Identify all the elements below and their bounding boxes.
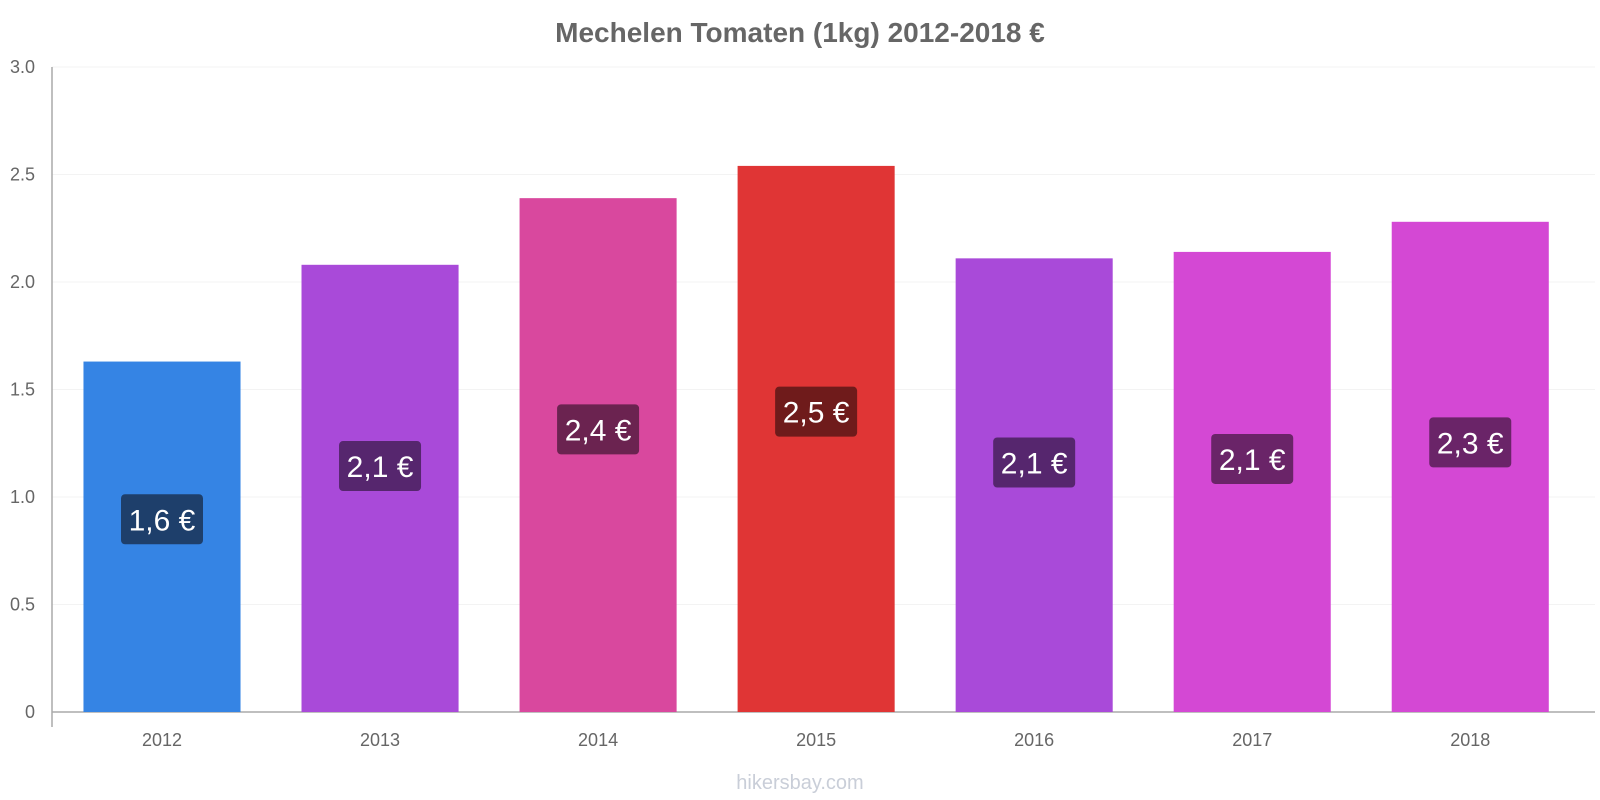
data-label: 2,1 € bbox=[347, 451, 414, 484]
data-label: 2,1 € bbox=[1001, 447, 1068, 480]
y-tick-label: 2.5 bbox=[10, 165, 35, 185]
data-label-box bbox=[993, 437, 1076, 488]
y-tick-label: 0.5 bbox=[10, 595, 35, 615]
y-tick-label: 1.0 bbox=[10, 487, 35, 507]
data-label-box bbox=[557, 404, 640, 455]
data-labels: 1,6 € 2,1 € 2,4 € 2,5 € 2,1 € 2,1 € 2,3 € bbox=[121, 386, 1512, 545]
data-label-box bbox=[1211, 433, 1294, 484]
source-credit: hikersbay.com bbox=[736, 772, 863, 794]
y-tick-label: 1.5 bbox=[10, 380, 35, 400]
data-label: 1,6 € bbox=[129, 504, 196, 537]
x-tick-label: 2017 bbox=[1232, 730, 1272, 750]
data-label: 2,4 € bbox=[565, 414, 632, 447]
data-label-box bbox=[1429, 417, 1512, 468]
data-label-box bbox=[339, 441, 422, 492]
x-tick-label: 2015 bbox=[796, 730, 836, 750]
bars bbox=[83, 165, 1549, 713]
y-tick-label: 2.0 bbox=[10, 272, 35, 292]
x-tick-label: 2012 bbox=[142, 730, 182, 750]
bar-2014 bbox=[519, 198, 677, 712]
chart-title: Mechelen Tomaten (1kg) 2012-2018 € bbox=[555, 17, 1045, 48]
data-label: 2,3 € bbox=[1437, 427, 1504, 460]
data-label-box bbox=[775, 386, 858, 437]
x-tick-label: 2014 bbox=[578, 730, 618, 750]
y-tick-label: 0 bbox=[25, 702, 35, 722]
data-label: 2,5 € bbox=[783, 397, 850, 430]
x-tick-label: 2018 bbox=[1450, 730, 1490, 750]
data-label: 2,1 € bbox=[1219, 444, 1286, 477]
x-tick-label: 2016 bbox=[1014, 730, 1054, 750]
y-tick-label: 3.0 bbox=[10, 57, 35, 77]
data-label-box bbox=[121, 494, 203, 545]
bar-2015 bbox=[737, 165, 895, 712]
x-tick-label: 2013 bbox=[360, 730, 400, 750]
